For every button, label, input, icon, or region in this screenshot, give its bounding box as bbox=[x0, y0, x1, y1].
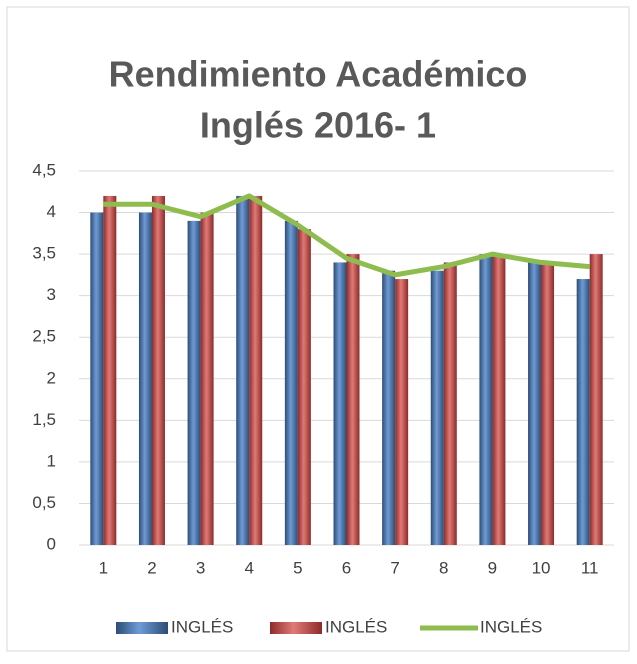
bar bbox=[528, 262, 542, 545]
bar bbox=[236, 195, 250, 545]
bar bbox=[200, 212, 214, 546]
y-tick-label: 4,5 bbox=[32, 160, 56, 179]
y-tick-label: 1,5 bbox=[32, 410, 56, 429]
bar bbox=[249, 195, 263, 545]
legend-label: INGLÉS bbox=[171, 617, 233, 636]
bar bbox=[103, 195, 117, 545]
bar bbox=[138, 212, 152, 546]
y-tick-label: 3 bbox=[47, 285, 56, 304]
x-tick-label: 9 bbox=[488, 558, 497, 577]
x-tick-label: 6 bbox=[342, 558, 351, 577]
x-tick-label: 8 bbox=[439, 558, 448, 577]
bar bbox=[90, 212, 104, 546]
bar bbox=[492, 254, 506, 545]
y-tick-label: 0,5 bbox=[32, 493, 56, 512]
x-tick-label: 4 bbox=[244, 558, 253, 577]
bar bbox=[284, 220, 298, 545]
bar bbox=[430, 270, 444, 545]
legend-label: INGLÉS bbox=[480, 617, 542, 636]
y-tick-label: 0 bbox=[47, 534, 56, 553]
bar bbox=[333, 262, 347, 545]
x-tick-label: 2 bbox=[147, 558, 156, 577]
legend-swatch bbox=[270, 622, 322, 634]
x-tick-label: 5 bbox=[293, 558, 302, 577]
bar bbox=[541, 262, 555, 545]
y-tick-label: 4 bbox=[47, 202, 56, 221]
bar bbox=[382, 270, 396, 545]
chart-title: Rendimiento Académico bbox=[109, 54, 528, 95]
bar bbox=[479, 254, 493, 545]
x-tick-label: 3 bbox=[196, 558, 205, 577]
x-tick-label: 10 bbox=[532, 558, 551, 577]
bar bbox=[151, 195, 165, 545]
legend-swatch bbox=[116, 622, 168, 634]
bar bbox=[589, 254, 603, 545]
y-tick-label: 1 bbox=[47, 451, 56, 470]
line-series bbox=[103, 193, 590, 278]
x-tick-label: 11 bbox=[581, 558, 599, 577]
legend-label: INGLÉS bbox=[325, 617, 387, 636]
y-tick-label: 2 bbox=[47, 368, 56, 387]
bar bbox=[187, 220, 201, 545]
chart-title: Inglés 2016- 1 bbox=[200, 105, 436, 146]
x-tick-label: 7 bbox=[390, 558, 399, 577]
bar bbox=[346, 254, 360, 545]
bar bbox=[576, 279, 590, 545]
bar bbox=[395, 279, 409, 545]
bar bbox=[297, 229, 311, 545]
bar bbox=[443, 262, 457, 545]
y-tick-label: 3,5 bbox=[32, 244, 56, 263]
y-tick-label: 2,5 bbox=[32, 327, 56, 346]
x-tick-label: 1 bbox=[99, 558, 108, 577]
